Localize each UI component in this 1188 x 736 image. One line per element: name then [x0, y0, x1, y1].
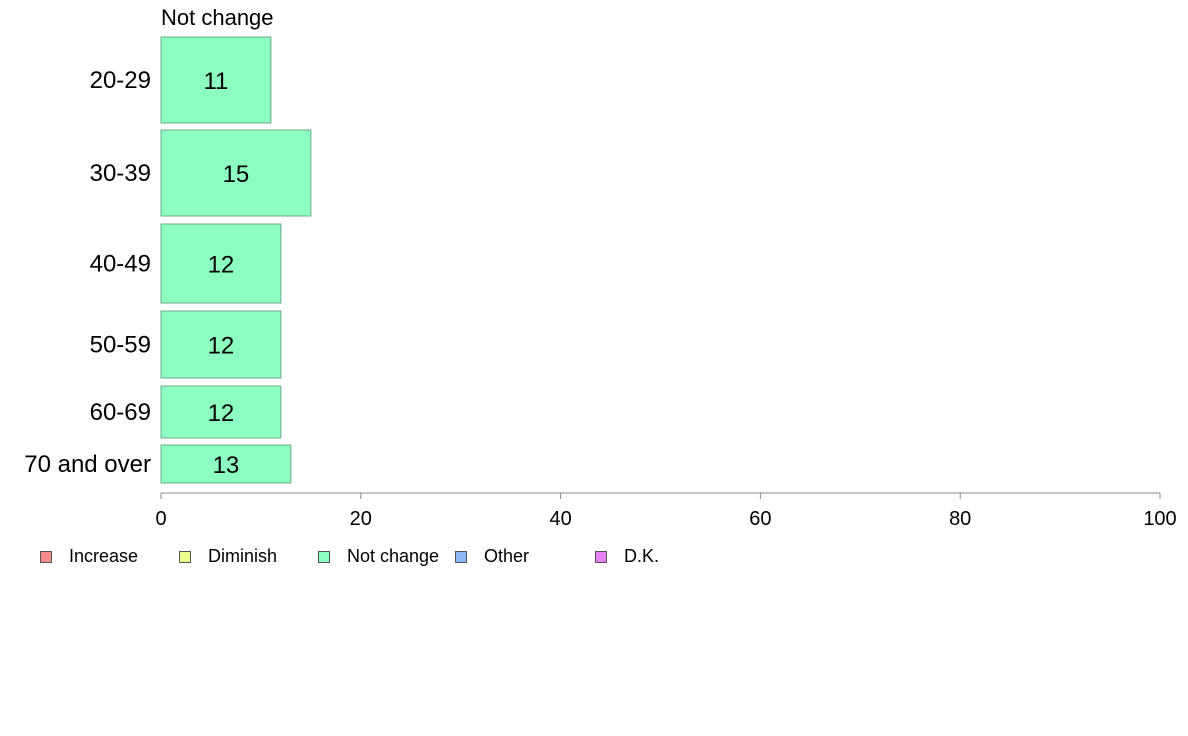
legend-swatch — [40, 550, 52, 563]
legend-swatch — [595, 550, 607, 563]
value-label: 13 — [213, 452, 240, 479]
value-label: 12 — [208, 400, 235, 427]
legend-swatch — [179, 550, 191, 563]
legend-label: Diminish — [208, 546, 278, 566]
bar-70-and-over — [160, 444, 292, 484]
bar-20-29 — [160, 36, 272, 124]
value-label: 12 — [208, 252, 235, 279]
panel-title: Not change — [161, 5, 274, 30]
x-tick-label: 20 — [350, 508, 372, 530]
x-tick-label: 80 — [949, 508, 971, 530]
legend-item: Other — [455, 546, 529, 567]
category-label: 20-29 — [90, 67, 151, 94]
legend-label: Other — [484, 546, 530, 566]
category-label: 30-39 — [90, 160, 151, 187]
category-label: 70 and over — [24, 451, 151, 478]
legend-label: D.K. — [624, 546, 660, 566]
category-label: 60-69 — [90, 399, 151, 426]
legend-label: Not change — [347, 546, 440, 566]
value-label: 15 — [223, 161, 250, 188]
legend-item: Not change — [318, 546, 439, 567]
value-label: 11 — [203, 68, 228, 95]
bar-50-59 — [160, 310, 282, 379]
legend-label: Increase — [69, 546, 139, 566]
value-label: 12 — [208, 333, 235, 360]
category-label: 50-59 — [90, 332, 151, 359]
bar-40-49 — [160, 223, 282, 304]
x-tick-label: 60 — [749, 508, 771, 530]
bar-60-69 — [160, 385, 282, 439]
bar-30-39 — [160, 129, 312, 217]
legend-item: Diminish — [179, 546, 277, 567]
legend-item: D.K. — [595, 546, 659, 567]
x-axis: 0 20 40 60 80 100 — [155, 492, 1177, 530]
legend-swatch — [318, 550, 330, 563]
x-tick-label: 40 — [549, 508, 571, 530]
bars-group: 20-29 11 30-39 15 40-49 12 50-59 12 60-69 12 70 an… — [24, 36, 312, 484]
legend-item: Increase — [40, 546, 138, 567]
x-tick-label: 0 — [155, 508, 166, 530]
category-label: 40-49 — [90, 251, 151, 278]
x-tick-label: 100 — [1143, 508, 1176, 530]
legend-swatch — [455, 550, 467, 563]
